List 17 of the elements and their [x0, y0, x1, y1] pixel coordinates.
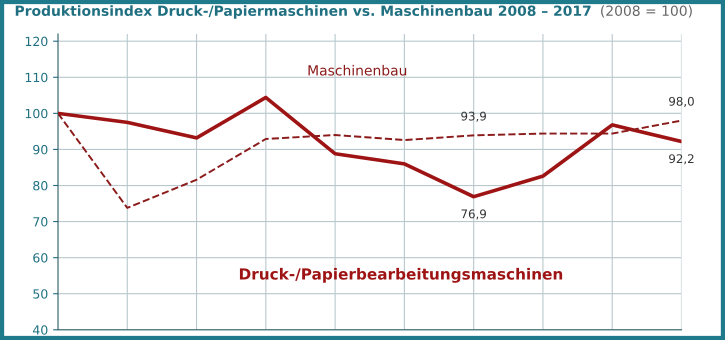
y-tick-label: 70 — [33, 217, 48, 227]
y-tick-label: 110 — [26, 72, 48, 82]
data-label: 93,9 — [461, 112, 486, 122]
y-tick-label: 90 — [33, 144, 48, 154]
y-tick-label: 60 — [33, 253, 48, 263]
y-tick-label: 100 — [26, 108, 48, 118]
text: Maschinenbau — [308, 64, 406, 76]
data-label: 76,9 — [461, 209, 486, 220]
chart-subtitle: (2008 = 100) — [601, 5, 692, 18]
data-label: 98,0 — [669, 96, 694, 107]
data-label: 92,2 — [669, 154, 694, 164]
y-tick-label: 40 — [32, 325, 48, 335]
y-tick-label: 120 — [26, 36, 48, 46]
text: Druck-/Papierbearbeitungsmaschinen — [240, 268, 562, 283]
y-tick-label: 80 — [33, 180, 48, 190]
y-tick-label: 50 — [33, 289, 48, 299]
chart-title: Produktionsindex Druck-/Papiermaschinen vs. Maschinenbau 2008 – 2017 — [16, 5, 591, 19]
